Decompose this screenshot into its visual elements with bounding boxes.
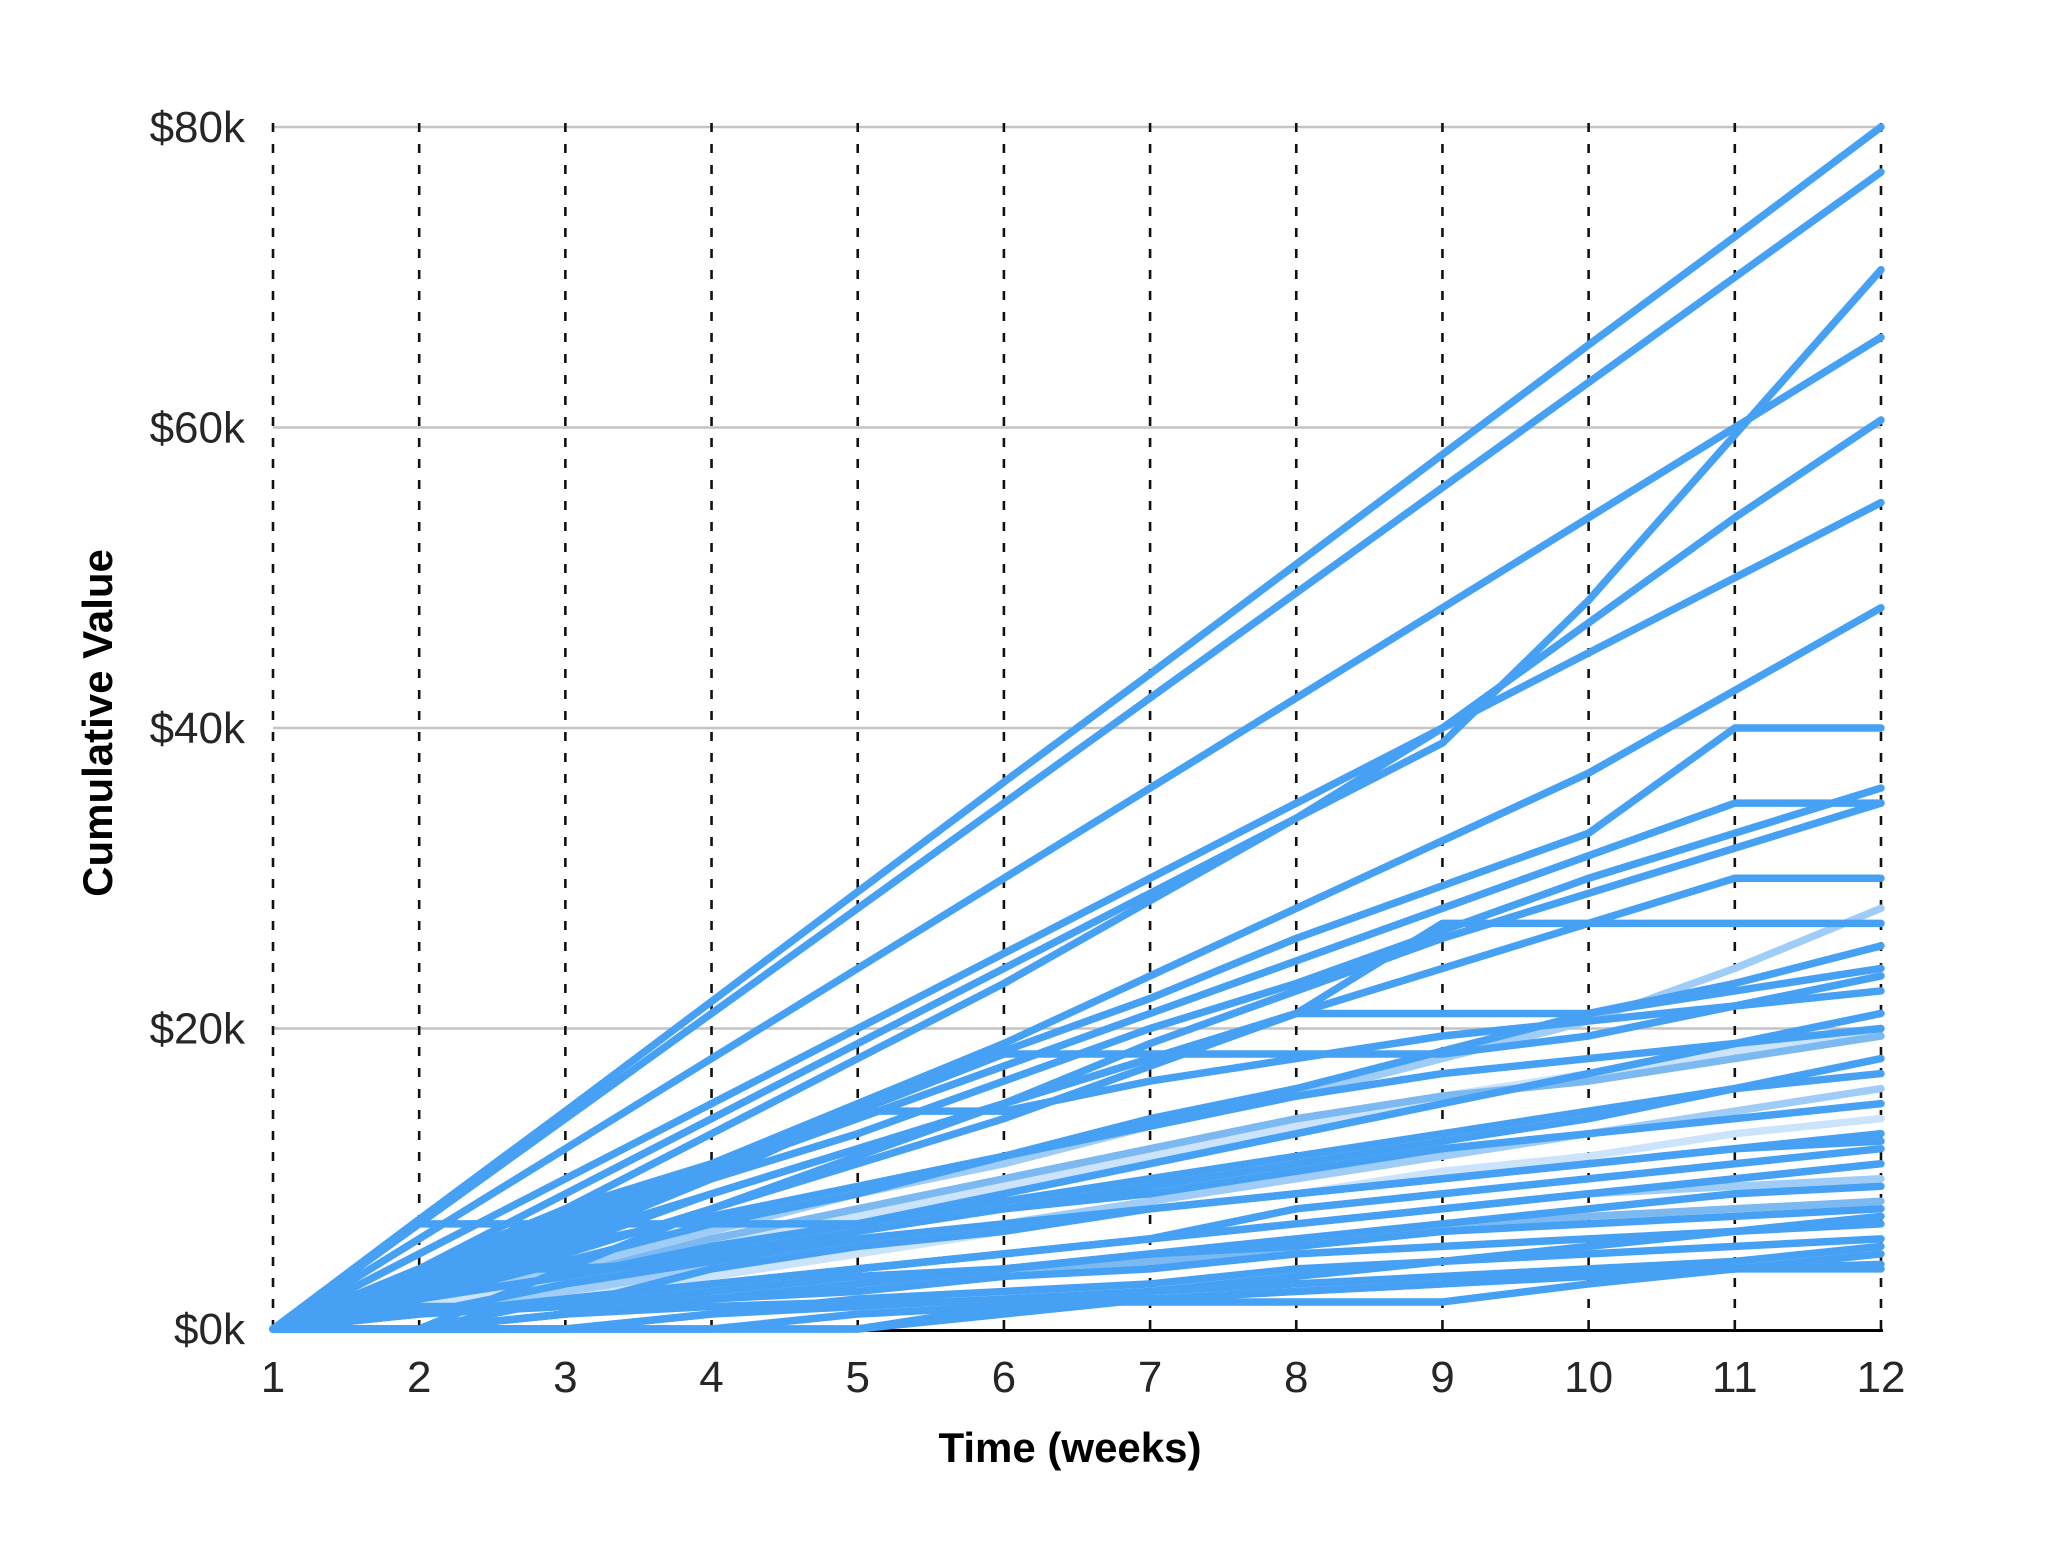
chart-line-path-26 xyxy=(269,1099,1885,1333)
x-tick-label-week-2: 2 xyxy=(407,1353,431,1402)
chart-line-path-06 xyxy=(269,498,1885,1333)
y-tick-label-60k: $60k xyxy=(150,404,246,453)
x-tick-label-week-7: 7 xyxy=(1138,1353,1162,1402)
x-axis-title: Time (weeks) xyxy=(938,1424,1201,1471)
y-axis-title: Cumulative Value xyxy=(74,549,121,897)
chart-line-path-17 xyxy=(269,1009,1885,1333)
x-tick-label-week-8: 8 xyxy=(1284,1353,1308,1402)
x-tick-label-week-12: 12 xyxy=(1857,1353,1906,1402)
x-tick-label-week-5: 5 xyxy=(845,1353,869,1402)
chart-line-path-42 xyxy=(269,1212,1885,1333)
x-tick-label-week-4: 4 xyxy=(699,1353,723,1402)
chart-line-path-20 xyxy=(269,1024,1885,1333)
x-tick-label-week-1: 1 xyxy=(261,1353,285,1402)
x-tick-label-week-6: 6 xyxy=(992,1353,1016,1402)
x-tick-label-week-10: 10 xyxy=(1564,1353,1613,1402)
x-tick-label-week-3: 3 xyxy=(553,1353,577,1402)
series-layer xyxy=(269,123,1885,1333)
chart-line-path-29 xyxy=(269,1137,1885,1333)
chart-line-path-35 xyxy=(269,1205,1885,1333)
y-tick-label-20k: $20k xyxy=(150,1005,246,1054)
chart-line-path-19 xyxy=(269,972,1885,1333)
chart-line-path-18 xyxy=(269,987,1885,1333)
y-tick-label-80k: $80k xyxy=(150,103,246,152)
chart-line-path-10 xyxy=(269,799,1885,1333)
chart-line-path-03 xyxy=(269,265,1885,1333)
x-tick-label-week-9: 9 xyxy=(1430,1353,1454,1402)
chart-line-path-01 xyxy=(269,123,1885,1333)
y-tick-label-40k: $40k xyxy=(150,704,246,753)
chart-line-path-31 xyxy=(269,1159,1885,1333)
x-tick-label-week-11: 11 xyxy=(1712,1353,1758,1402)
chart-line-path-04 xyxy=(269,333,1885,1333)
chart-line-path-02 xyxy=(269,168,1885,1333)
y-tick-label-0k: $0k xyxy=(174,1305,246,1354)
